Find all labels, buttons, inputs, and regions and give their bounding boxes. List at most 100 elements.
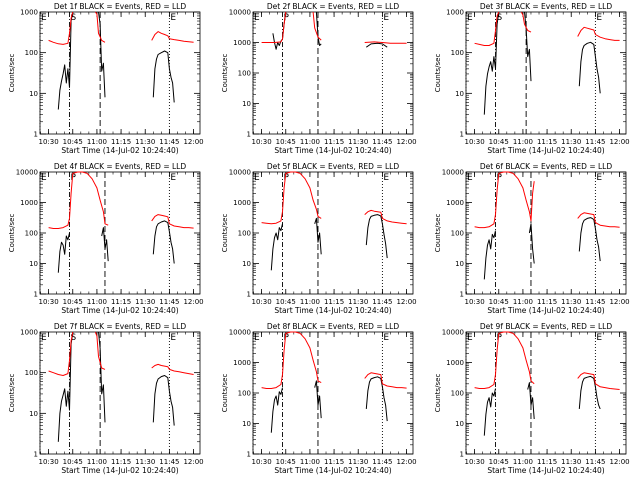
y-tick-label: 10000	[442, 169, 464, 177]
chart-title: Det 3f BLACK = Events, RED = LLD	[480, 2, 613, 11]
events-series-line	[483, 11, 500, 115]
x-tick-label: 10:45	[63, 298, 83, 306]
event-marker-label: E	[41, 333, 47, 343]
x-axis-label: Start Time (14-Jul-02 10:24:40)	[274, 146, 391, 155]
detector-panel-7: Det 7f BLACK = Events, RED = LLD 1 10 100 10…	[0, 320, 213, 480]
x-tick-label: 11:15	[111, 458, 131, 466]
event-marker-label: P	[497, 333, 503, 343]
chart-svg: Det 2f BLACK = Events, RED = LLD 1 10 100 10…	[221, 2, 417, 155]
plot-frame	[465, 171, 627, 295]
lld-series-line	[364, 41, 407, 44]
event-marker-label: S	[497, 13, 503, 23]
x-tick-label: 11:15	[111, 138, 131, 146]
events-series-line	[366, 42, 388, 48]
x-tick-label: 11:45	[585, 138, 605, 146]
x-tick-label: 10:30	[38, 458, 58, 466]
y-tick-label: 1	[460, 131, 464, 139]
y-tick-label: 10	[29, 90, 38, 98]
events-series-line	[57, 232, 70, 273]
x-tick-label: 11:00	[300, 138, 320, 146]
y-tick-label: 1	[34, 451, 38, 459]
x-tick-label: 11:30	[348, 458, 368, 466]
y-tick-label: 100	[451, 49, 464, 57]
event-marker-label: E	[170, 173, 176, 183]
y-axis-label: Counts/sec	[434, 54, 442, 93]
y-tick-label: 1000	[233, 199, 251, 207]
events-series-line	[527, 382, 535, 420]
x-tick-label: 11:45	[372, 458, 392, 466]
x-tick-label: 12:00	[396, 298, 416, 306]
x-tick-label: 11:00	[87, 458, 107, 466]
event-marker-label: S	[71, 333, 77, 343]
events-series-line	[578, 41, 601, 94]
lld-series-line	[364, 372, 407, 389]
y-axis-label: Counts/sec	[221, 374, 229, 413]
event-marker-label: E	[41, 13, 47, 23]
y-tick-label: 1000	[233, 359, 251, 367]
y-tick-label: 10	[29, 260, 38, 268]
x-tick-label: 10:30	[38, 298, 58, 306]
events-series-line	[365, 376, 388, 422]
y-tick-label: 1	[247, 291, 251, 299]
y-tick-label: 10	[29, 410, 38, 418]
x-tick-label: 12:00	[609, 458, 629, 466]
x-axis-label: Start Time (14-Jul-02 10:24:40)	[487, 466, 604, 475]
x-tick-label: 10:30	[251, 458, 271, 466]
lld-series-line	[520, 11, 532, 33]
detector-panel-2: Det 2f BLACK = Events, RED = LLD 1 10 100 10…	[213, 0, 426, 160]
event-marker-label: E	[254, 173, 260, 183]
x-tick-label: 11:30	[348, 298, 368, 306]
y-tick-label: 100	[25, 230, 38, 238]
x-axis-label: Start Time (14-Jul-02 10:24:40)	[274, 306, 391, 315]
lld-series-line	[474, 11, 500, 46]
chart-title: Det 1f BLACK = Events, RED = LLD	[54, 2, 187, 11]
y-tick-label: 10	[242, 260, 251, 268]
lld-series-line	[261, 331, 322, 389]
lld-series-line	[94, 331, 106, 370]
x-tick-label: 12:00	[183, 138, 203, 146]
x-tick-label: 10:45	[489, 138, 509, 146]
y-tick-label: 10000	[16, 169, 38, 177]
plot-frame	[39, 171, 201, 295]
y-tick-label: 100	[238, 70, 251, 78]
x-tick-label: 11:45	[159, 138, 179, 146]
chart-title: Det 2f BLACK = Events, RED = LLD	[267, 2, 400, 11]
x-axis-label: Start Time (14-Jul-02 10:24:40)	[61, 146, 178, 155]
event-marker-label: P	[71, 173, 77, 183]
event-marker-label: E	[383, 13, 389, 23]
detector-panel-1: Det 1f BLACK = Events, RED = LLD 1 10 100 10…	[0, 0, 213, 160]
y-tick-label: 1	[247, 451, 251, 459]
x-tick-label: 10:45	[276, 458, 296, 466]
y-tick-label: 100	[25, 49, 38, 57]
chart-svg: Det 7f BLACK = Events, RED = LLD 1 10 100 10…	[8, 322, 204, 475]
events-series-line	[524, 11, 532, 82]
x-tick-label: 12:00	[609, 138, 629, 146]
event-marker-label: P	[284, 173, 290, 183]
x-axis-label: Start Time (14-Jul-02 10:24:40)	[274, 466, 391, 475]
x-tick-label: 10:45	[489, 458, 509, 466]
lld-series-line	[151, 214, 194, 229]
x-tick-label: 10:30	[464, 458, 484, 466]
x-tick-label: 10:30	[464, 138, 484, 146]
x-tick-label: 12:00	[183, 298, 203, 306]
events-series-line	[578, 217, 601, 262]
x-tick-label: 10:45	[489, 298, 509, 306]
y-axis-label: Counts/sec	[434, 374, 442, 413]
x-tick-label: 11:30	[561, 298, 581, 306]
x-tick-label: 11:45	[159, 458, 179, 466]
lld-series-line	[261, 171, 322, 225]
events-series-line	[101, 227, 109, 262]
x-tick-label: 11:00	[87, 298, 107, 306]
plot-frame	[465, 11, 627, 135]
chart-title: Det 4f BLACK = Events, RED = LLD	[54, 162, 187, 171]
plot-frame	[252, 331, 414, 455]
x-axis-label: Start Time (14-Jul-02 10:24:40)	[61, 306, 178, 315]
x-tick-label: 11:00	[300, 298, 320, 306]
x-tick-label: 10:45	[63, 458, 83, 466]
lld-series-line	[94, 11, 106, 43]
y-tick-label: 100	[238, 230, 251, 238]
plot-frame	[252, 171, 414, 295]
x-tick-label: 11:30	[561, 138, 581, 146]
chart-svg: Det 6f BLACK = Events, RED = LLD 1 10 100 10…	[434, 162, 630, 315]
x-tick-label: 11:15	[537, 298, 557, 306]
